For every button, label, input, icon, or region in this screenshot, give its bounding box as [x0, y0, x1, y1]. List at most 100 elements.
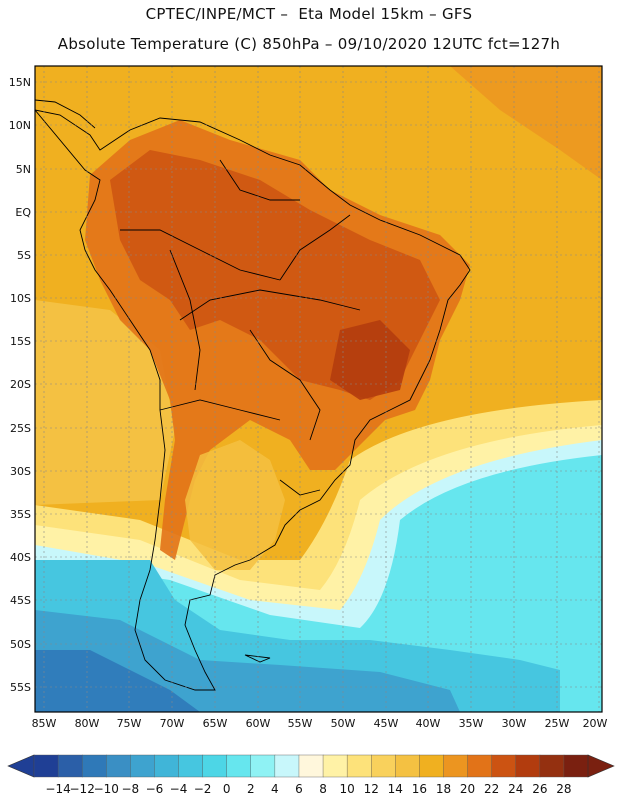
colorbar-swatch: [57, 754, 83, 778]
coastlines: [35, 99, 471, 691]
south-america-coastline: [35, 109, 471, 691]
lat-label: 15S: [10, 335, 31, 348]
colorbar-swatch: [515, 754, 541, 778]
colorbar-label: 2: [247, 782, 255, 796]
lat-label: 45S: [10, 594, 31, 607]
lon-label: 55W: [288, 717, 313, 730]
colorbar-swatch: [371, 754, 396, 778]
lat-label: 15N: [9, 76, 31, 89]
colorbar-label: 10: [339, 782, 354, 796]
colorbar-label: 6: [295, 782, 303, 796]
country-border-6: [279, 214, 351, 281]
colorbar-label: −12: [70, 782, 95, 796]
colorbar-label: −2: [194, 782, 212, 796]
colorbar-swatch: [178, 754, 204, 778]
colorbar-label: 4: [271, 782, 279, 796]
north-warm-patch: [450, 66, 602, 180]
lat-label: 10N: [9, 119, 31, 132]
colorbar-label: 20: [460, 782, 475, 796]
colorbar-swatch: [154, 754, 180, 778]
colorbar-label: −14: [45, 782, 70, 796]
colorbar-label: −4: [170, 782, 188, 796]
lon-label: 75W: [117, 717, 142, 730]
map-title-line2: Absolute Temperature (C) 850hPa – 09/10/…: [57, 35, 561, 53]
colorbar-swatch: [563, 754, 589, 778]
latitude-labels: 15N 10N 5N EQ 5S 10S 15S 20S 25S 30S 35S…: [9, 76, 32, 694]
country-border-3: [249, 329, 321, 441]
lat-label: 25S: [10, 422, 31, 435]
colorbar-label: 24: [508, 782, 523, 796]
colorbar-label: 28: [556, 782, 571, 796]
colorbar-swatch: [539, 754, 565, 778]
lat-label: 30S: [10, 465, 31, 478]
lon-label: 45W: [374, 717, 399, 730]
colorbar-max-arrow: [587, 754, 615, 778]
colorbar-label: 12: [364, 782, 379, 796]
longitude-labels: 85W 80W 75W 70W 65W 60W 55W 50W 45W 40W …: [32, 717, 608, 730]
lat-label: 40S: [10, 551, 31, 564]
colorbar-label: −10: [94, 782, 119, 796]
colorbar-swatch: [274, 754, 300, 778]
lon-label: 40W: [416, 717, 441, 730]
lat-label: 5N: [16, 163, 31, 176]
colorbar-swatch: [130, 754, 155, 778]
country-border-2: [179, 289, 361, 321]
colorbar-swatch: [395, 754, 420, 778]
lat-label: EQ: [15, 206, 31, 219]
southern-cold-deepblue: [35, 650, 200, 712]
argentina-mild-zone: [185, 440, 285, 570]
colorbar-label: 18: [436, 782, 451, 796]
lon-label: 30W: [502, 717, 527, 730]
colorbar-swatch: [419, 754, 444, 778]
lon-label: 20W: [583, 717, 608, 730]
lat-label: 55S: [10, 681, 31, 694]
colorbar-swatch: [33, 754, 59, 778]
colorbar-swatch: [250, 754, 276, 778]
colorbar-swatches: [7, 754, 615, 778]
country-border-1: [120, 229, 281, 281]
lat-label: 5S: [17, 249, 31, 262]
lon-label: 35W: [459, 717, 484, 730]
lat-label: 20S: [10, 378, 31, 391]
colorbar-swatch: [81, 754, 107, 778]
lon-label: 70W: [160, 717, 185, 730]
colorbar-label: 26: [532, 782, 547, 796]
map-title-line1: CPTEC/INPE/MCT – Eta Model 15km – GFS: [145, 5, 473, 23]
central-america-coastline: [35, 99, 96, 129]
colorbar-swatch: [202, 754, 228, 778]
colorbar-swatch: [298, 754, 324, 778]
rio-de-la-plata: [279, 479, 321, 496]
colorbar-label: 14: [388, 782, 403, 796]
lat-label: 50S: [10, 638, 31, 651]
country-border-5: [169, 249, 201, 391]
colorbar-swatch: [322, 754, 348, 778]
colorbar-min-arrow: [7, 754, 35, 778]
lon-label: 60W: [246, 717, 271, 730]
colorbar-label: 0: [223, 782, 231, 796]
colorbar-label: 16: [412, 782, 427, 796]
colorbar-labels: −14−12−10 −8 −6 −4 −2 0 2 4 6 8 10 12 14 16 18 20 22 24 26…: [45, 782, 571, 796]
colorbar-swatch: [226, 754, 252, 778]
map-frame: [34, 65, 603, 713]
colorbar-swatch: [443, 754, 469, 778]
colorbar-swatch: [467, 754, 493, 778]
colorbar-label: −6: [146, 782, 164, 796]
colorbar-label: −8: [121, 782, 139, 796]
brazil-hot-spot: [330, 320, 410, 400]
country-border-7: [219, 159, 300, 201]
country-border-4: [159, 399, 281, 421]
colorbar-label: 22: [484, 782, 499, 796]
lon-label: 80W: [75, 717, 100, 730]
colorbar-label: 8: [319, 782, 327, 796]
colorbar-swatch: [346, 754, 372, 778]
lon-label: 50W: [331, 717, 356, 730]
colorbar: −14−12−10 −8 −6 −4 −2 0 2 4 6 8 10 12 14 16 18 20 22 24 26…: [7, 754, 615, 796]
lat-label: 10S: [10, 292, 31, 305]
colorbar-swatch: [106, 754, 131, 778]
temperature-map: 15N 10N 5N EQ 5S 10S 15S 20S 25S 30S 35S…: [9, 65, 608, 730]
lon-label: 65W: [203, 717, 228, 730]
temperature-field: [35, 66, 602, 712]
pacific-mild-zone: [35, 300, 175, 505]
falkland-islands: [244, 654, 271, 663]
lat-label: 35S: [10, 508, 31, 521]
